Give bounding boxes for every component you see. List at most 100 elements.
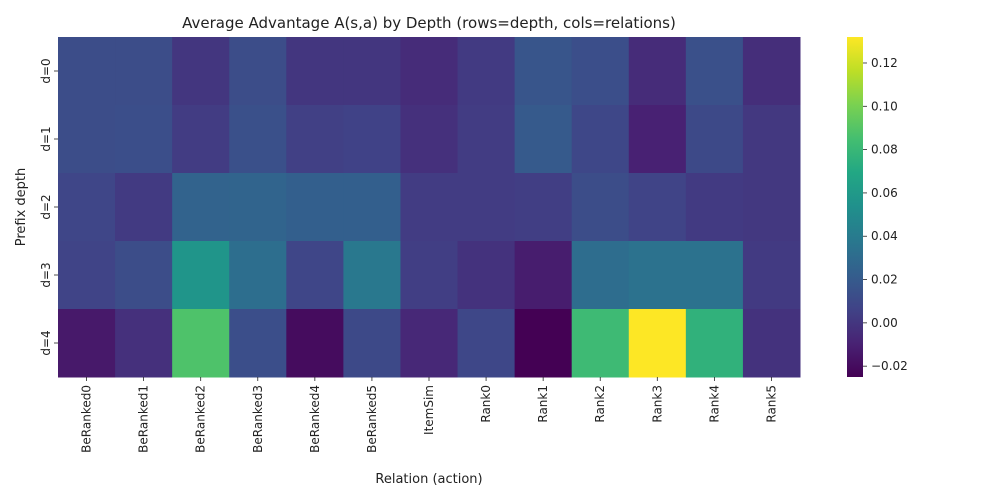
x-tick-label: BeRanked3 bbox=[251, 385, 265, 453]
heatmap-cell bbox=[571, 241, 630, 310]
x-tick-label: BeRanked5 bbox=[365, 385, 379, 453]
colorbar-ticks: −0.02 0.00 0.02 0.04 0.06 0.08 0.10 0.12 bbox=[863, 56, 908, 373]
heatmap-cell bbox=[685, 309, 744, 378]
heatmap-cell bbox=[58, 37, 116, 106]
x-tick-label: BeRanked1 bbox=[137, 385, 151, 453]
heatmap-cell bbox=[343, 241, 401, 310]
x-tick-label: BeRanked4 bbox=[308, 385, 322, 453]
colorbar-tick-label: 0.06 bbox=[871, 186, 898, 200]
y-tick-label: d=4 bbox=[39, 330, 53, 355]
heatmap-cell bbox=[58, 241, 116, 310]
heatmap-cell bbox=[571, 37, 630, 106]
heatmap-cell bbox=[628, 173, 687, 242]
heatmap-cell bbox=[742, 173, 801, 242]
heatmap-cell bbox=[286, 309, 344, 378]
heatmap-cell bbox=[571, 309, 630, 378]
heatmap-cell bbox=[685, 37, 744, 106]
x-tick-label: Rank0 bbox=[479, 385, 493, 423]
heatmap-cell bbox=[685, 173, 744, 242]
heatmap-cell bbox=[115, 173, 173, 242]
y-tick-label: d=0 bbox=[39, 58, 53, 83]
x-tick-label: Rank3 bbox=[650, 385, 664, 423]
x-tick-labels: BeRanked0 BeRanked1 BeRanked2 BeRanked3 BeRa… bbox=[80, 377, 778, 453]
x-tick-label: ItemSim bbox=[422, 385, 436, 435]
heatmap-cell bbox=[514, 309, 573, 378]
heatmap-cell bbox=[685, 241, 744, 310]
chart-title: Average Advantage A(s,a) by Depth (rows=… bbox=[182, 14, 676, 32]
heatmap-cell bbox=[229, 173, 287, 242]
heatmap-cell bbox=[685, 105, 744, 174]
x-tick-label: BeRanked0 bbox=[80, 385, 94, 453]
colorbar-tick-label: 0.04 bbox=[871, 229, 898, 243]
y-axis-label: Prefix depth bbox=[14, 168, 29, 247]
heatmap-cell bbox=[628, 37, 687, 106]
heatmap-cell bbox=[571, 173, 630, 242]
heatmap-cells bbox=[58, 37, 801, 378]
heatmap-cell bbox=[628, 105, 687, 174]
y-tick-label: d=1 bbox=[39, 126, 53, 151]
heatmap-cell bbox=[229, 37, 287, 106]
heatmap-cell bbox=[457, 37, 516, 106]
x-tick-label: BeRanked2 bbox=[194, 385, 208, 453]
heatmap-cell bbox=[172, 241, 230, 310]
heatmap-cell bbox=[514, 105, 573, 174]
heatmap-cell bbox=[115, 105, 173, 174]
heatmap-cell bbox=[457, 241, 516, 310]
heatmap-cell bbox=[286, 37, 344, 106]
heatmap-cell bbox=[742, 241, 801, 310]
y-tick-labels: d=0 d=1 d=2 d=3 d=4 bbox=[39, 58, 58, 356]
heatmap-cell bbox=[58, 309, 116, 378]
heatmap-cell bbox=[457, 173, 516, 242]
y-tick-label: d=3 bbox=[39, 262, 53, 287]
x-tick-label: Rank1 bbox=[536, 385, 550, 423]
colorbar-tick-label: 0.10 bbox=[871, 99, 898, 113]
heatmap-cell bbox=[229, 309, 287, 378]
heatmap-cell bbox=[514, 241, 573, 310]
heatmap-cell bbox=[514, 173, 573, 242]
x-tick-label: Rank4 bbox=[707, 385, 721, 423]
heatmap-cell bbox=[343, 105, 401, 174]
heatmap-cell bbox=[172, 173, 230, 242]
heatmap-cell bbox=[400, 309, 459, 378]
heatmap-cell bbox=[628, 309, 687, 378]
heatmap-cell bbox=[115, 37, 173, 106]
heatmap-cell bbox=[229, 105, 287, 174]
heatmap-cell bbox=[457, 105, 516, 174]
heatmap-cell bbox=[742, 105, 801, 174]
colorbar-tick-label: 0.00 bbox=[871, 316, 898, 330]
heatmap-cell bbox=[343, 37, 401, 106]
colorbar bbox=[847, 37, 863, 377]
heatmap-cell bbox=[343, 173, 401, 242]
heatmap-cell bbox=[58, 173, 116, 242]
heatmap-cell bbox=[457, 309, 516, 378]
heatmap-cell bbox=[58, 105, 116, 174]
heatmap-cell bbox=[172, 105, 230, 174]
heatmap-cell bbox=[286, 241, 344, 310]
heatmap-cell bbox=[628, 241, 687, 310]
x-axis-label: Relation (action) bbox=[375, 472, 482, 487]
heatmap-cell bbox=[115, 309, 173, 378]
heatmap-cell bbox=[400, 173, 459, 242]
heatmap-cell bbox=[571, 105, 630, 174]
heatmap-cell bbox=[400, 241, 459, 310]
colorbar-tick-label: −0.02 bbox=[871, 359, 908, 373]
heatmap-cell bbox=[286, 173, 344, 242]
y-tick-label: d=2 bbox=[39, 194, 53, 219]
colorbar-tick-label: 0.08 bbox=[871, 143, 898, 157]
heatmap-cell bbox=[229, 241, 287, 310]
heatmap-cell bbox=[343, 309, 401, 378]
heatmap-cell bbox=[742, 37, 801, 106]
x-tick-label: Rank5 bbox=[764, 385, 778, 423]
heatmap-cell bbox=[400, 37, 459, 106]
heatmap-cell bbox=[514, 37, 573, 106]
heatmap-cell bbox=[400, 105, 459, 174]
x-tick-label: Rank2 bbox=[593, 385, 607, 423]
heatmap-cell bbox=[742, 309, 801, 378]
heatmap-cell bbox=[172, 309, 230, 378]
heatmap-cell bbox=[172, 37, 230, 106]
heatmap-cell bbox=[115, 241, 173, 310]
colorbar-tick-label: 0.02 bbox=[871, 273, 898, 287]
colorbar-tick-label: 0.12 bbox=[871, 56, 898, 70]
heatmap-cell bbox=[286, 105, 344, 174]
